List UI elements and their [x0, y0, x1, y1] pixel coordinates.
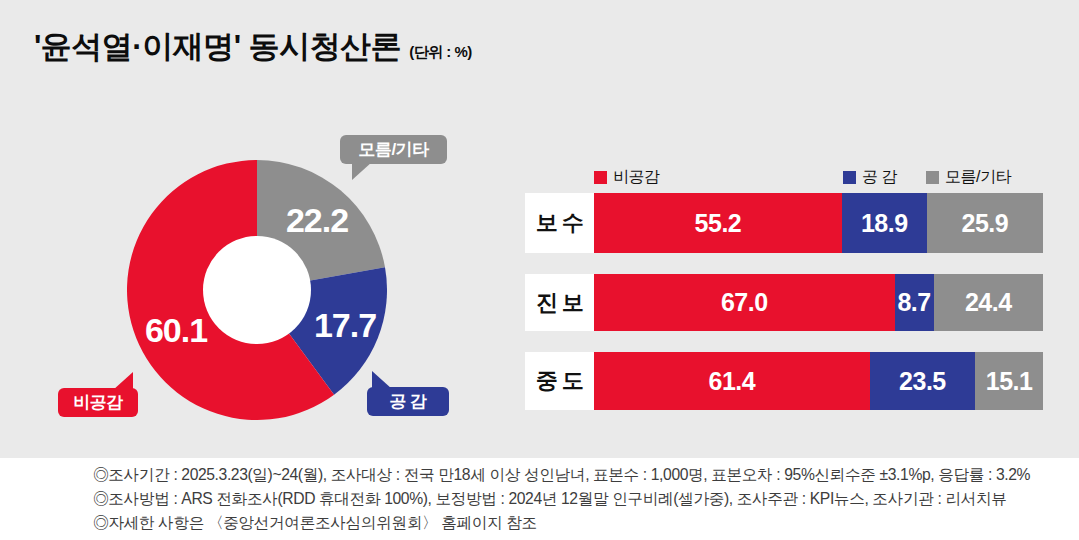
footnote-line: ◎자세한 사항은 〈중앙선거여론조사심의위원회〉 홈페이지 참조: [93, 511, 1030, 535]
bar-value: 55.2: [695, 209, 742, 238]
donut-value-label: 60.1: [145, 311, 207, 350]
bar-row: 진 보 67.0 8.7 24.4: [525, 274, 1043, 331]
donut-hole: [203, 236, 311, 344]
survey-footnotes: ◎조사기간 : 2025.3.23(일)~24(월), 조사대상 : 전국 만1…: [93, 463, 1030, 535]
legend-label: 비공감: [613, 167, 660, 188]
callout-agree: 공 감: [367, 387, 449, 416]
legend-swatch: [594, 171, 607, 184]
donut-chart: 22.2 17.7 60.1: [127, 160, 387, 420]
bar-segment: 24.4: [934, 274, 1043, 331]
bar-value: 25.9: [962, 209, 1009, 238]
callout-disagree-tail: [113, 372, 133, 390]
bar-track: 55.2 18.9 25.9: [594, 193, 1043, 253]
footnote-line: ◎조사방법 : ARS 전화조사(RDD 휴대전화 100%), 보정방법 : …: [93, 487, 1030, 511]
bar-segment: 25.9: [927, 193, 1043, 253]
bar-category-label: 진 보: [525, 274, 594, 331]
legend-item: 모름/기타: [926, 167, 1011, 188]
legend-item: 비공감: [594, 167, 660, 188]
bar-value: 15.1: [986, 367, 1033, 396]
stacked-bar-chart: 보 수 55.2 18.9 25.9 진 보 67.0 8.7 24.4 중 도 61.4 23.5…: [525, 193, 1043, 410]
legend-label: 모름/기타: [945, 167, 1011, 188]
bar-value: 67.0: [721, 288, 768, 317]
bar-category-label: 보 수: [525, 193, 594, 253]
donut-svg: [127, 160, 387, 420]
bar-value: 24.4: [965, 288, 1012, 317]
bar-segment: 15.1: [975, 352, 1043, 410]
bar-category-label: 중 도: [525, 352, 594, 410]
callout-disagree-label: 비공감: [73, 391, 123, 414]
callout-dontknow-label: 모름/기타: [358, 138, 428, 161]
bar-value: 18.9: [861, 209, 908, 238]
bar-segment: 18.9: [842, 193, 927, 253]
callout-dontknow: 모름/기타: [340, 135, 447, 164]
donut-value-label: 17.7: [314, 306, 376, 345]
bar-chart-legend: 비공감공 감모름/기타: [594, 167, 1043, 184]
bar-segment: 23.5: [870, 352, 976, 410]
legend-label: 공 감: [862, 167, 897, 188]
bar-segment: 61.4: [594, 352, 870, 410]
poll-infographic: '윤석열·이재명' 동시청산론 (단위 : %) 22.2 17.7 60.1 모름/…: [0, 0, 1079, 540]
bar-segment: 67.0: [594, 274, 895, 331]
bar-segment: 8.7: [895, 274, 934, 331]
callout-disagree: 비공감: [58, 388, 138, 417]
bar-value: 61.4: [709, 367, 756, 396]
legend-item: 공 감: [843, 167, 897, 188]
donut-value-label: 22.2: [286, 201, 348, 240]
legend-swatch: [843, 171, 856, 184]
bar-track: 61.4 23.5 15.1: [594, 352, 1043, 410]
bar-value: 8.7: [897, 288, 930, 317]
legend-swatch: [926, 171, 939, 184]
bar-value: 23.5: [899, 367, 946, 396]
bar-segment: 55.2: [594, 193, 842, 253]
bar-row: 보 수 55.2 18.9 25.9: [525, 193, 1043, 253]
callout-agree-label: 공 감: [389, 390, 426, 413]
footnote-line: ◎조사기간 : 2025.3.23(일)~24(월), 조사대상 : 전국 만1…: [93, 463, 1030, 487]
title-unit: (단위 : %): [409, 43, 472, 62]
bar-track: 67.0 8.7 24.4: [594, 274, 1043, 331]
page-title: '윤석열·이재명' 동시청산론 (단위 : %): [34, 26, 472, 68]
bar-row: 중 도 61.4 23.5 15.1: [525, 352, 1043, 410]
title-text: '윤석열·이재명' 동시청산론: [34, 26, 401, 68]
